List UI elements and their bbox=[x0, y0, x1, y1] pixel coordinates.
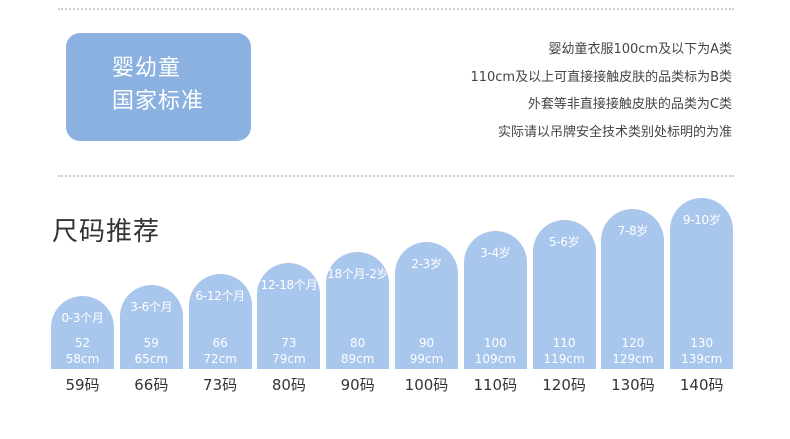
size-height-range: 130 139cm bbox=[670, 335, 733, 367]
middle-dotted-divider bbox=[58, 175, 734, 177]
size-height-range: 110 119cm bbox=[533, 335, 596, 367]
size-age: 6-12个月 bbox=[195, 289, 245, 304]
standard-notes: 婴幼童衣服100cm及以下为A类 110cm及以上可直接接触皮肤的品类标为B类 … bbox=[470, 36, 732, 146]
size-age: 12-18个月 bbox=[260, 278, 318, 293]
size-label: 140码 bbox=[679, 376, 724, 394]
size-height-range: 100 109cm bbox=[464, 335, 527, 367]
size-min-height: 120 bbox=[621, 336, 645, 350]
size-bar: 7-8岁 120 129cm bbox=[601, 208, 665, 369]
size-label: 80码 bbox=[271, 376, 306, 394]
size-max-height: 129cm bbox=[612, 352, 654, 366]
size-height-range: 52 58cm bbox=[51, 335, 114, 367]
note-line: 实际请以吊牌安全技术类别处标明的为准 bbox=[497, 124, 732, 140]
size-height-range: 120 129cm bbox=[601, 335, 664, 367]
badge-line-1: 婴幼童 bbox=[112, 56, 182, 81]
top-dotted-divider bbox=[58, 8, 734, 10]
size-min-height: 90 bbox=[418, 336, 435, 350]
size-height-range: 73 79cm bbox=[257, 335, 320, 367]
size-bar: 5-6岁 110 119cm bbox=[532, 219, 596, 369]
size-min-height: 73 bbox=[281, 336, 297, 350]
size-label: 130码 bbox=[611, 376, 655, 394]
size-age: 7-8岁 bbox=[617, 223, 649, 238]
size-age: 0-3个月 bbox=[61, 311, 104, 325]
size-label: 110码 bbox=[473, 376, 518, 394]
size-label: 59码 bbox=[65, 376, 100, 394]
size-max-height: 119cm bbox=[543, 352, 585, 366]
size-guide-title: 尺码推荐 bbox=[52, 217, 161, 247]
size-max-height: 139cm bbox=[681, 352, 723, 366]
size-bar: 9-10岁 130 139cm bbox=[670, 197, 734, 369]
size-height-range: 59 65cm bbox=[120, 335, 183, 367]
size-bar: 3-4岁 100 109cm bbox=[463, 230, 527, 369]
size-bar: 18个月-2岁 80 89cm bbox=[326, 252, 390, 369]
size-height-range: 90 99cm bbox=[395, 335, 458, 367]
size-min-height: 66 bbox=[212, 336, 228, 350]
size-bar: 12-18个月 73 79cm bbox=[257, 263, 321, 369]
size-max-height: 89cm bbox=[340, 352, 375, 366]
badge-line-2: 国家标准 bbox=[112, 89, 205, 114]
size-bar: 3-6个月 59 65cm bbox=[119, 285, 183, 369]
size-bar: 6-12个月 66 72cm bbox=[188, 274, 252, 369]
size-label: 100码 bbox=[404, 376, 449, 394]
note-line: 婴幼童衣服100cm及以下为A类 bbox=[548, 42, 732, 57]
size-label: 73码 bbox=[203, 376, 238, 394]
note-line: 110cm及以上可直接接触皮肤的品类标为B类 bbox=[470, 69, 732, 85]
size-age: 9-10岁 bbox=[682, 212, 721, 227]
size-min-height: 130 bbox=[690, 336, 714, 350]
size-max-height: 58cm bbox=[65, 352, 100, 366]
size-min-height: 59 bbox=[143, 336, 159, 350]
size-max-height: 72cm bbox=[203, 352, 237, 366]
size-max-height: 79cm bbox=[272, 352, 306, 366]
note-line: 外套等非直接接触皮肤的品类为C类 bbox=[527, 97, 732, 112]
size-bar: 2-3岁 90 99cm bbox=[395, 241, 458, 369]
size-label: 90码 bbox=[340, 376, 375, 394]
size-min-height: 100 bbox=[483, 336, 507, 350]
national-standard-badge: 婴幼童 国家标准 bbox=[66, 33, 251, 141]
size-label: 66码 bbox=[134, 376, 169, 394]
size-age: 3-6个月 bbox=[130, 300, 173, 315]
size-bar: 0-3个月 52 58cm bbox=[51, 296, 114, 369]
size-label: 120码 bbox=[542, 376, 586, 394]
size-age: 18个月-2岁 bbox=[327, 267, 389, 282]
size-max-height: 99cm bbox=[409, 352, 444, 366]
size-min-height: 110 bbox=[552, 336, 576, 350]
size-max-height: 109cm bbox=[474, 352, 516, 366]
size-height-range: 66 72cm bbox=[189, 335, 252, 367]
size-min-height: 52 bbox=[74, 336, 91, 350]
size-height-range: 80 89cm bbox=[326, 335, 389, 367]
size-min-height: 80 bbox=[350, 336, 366, 350]
size-age: 2-3岁 bbox=[411, 256, 442, 271]
size-age: 5-6岁 bbox=[548, 234, 580, 249]
size-max-height: 65cm bbox=[134, 352, 169, 366]
size-age: 3-4岁 bbox=[480, 245, 511, 260]
